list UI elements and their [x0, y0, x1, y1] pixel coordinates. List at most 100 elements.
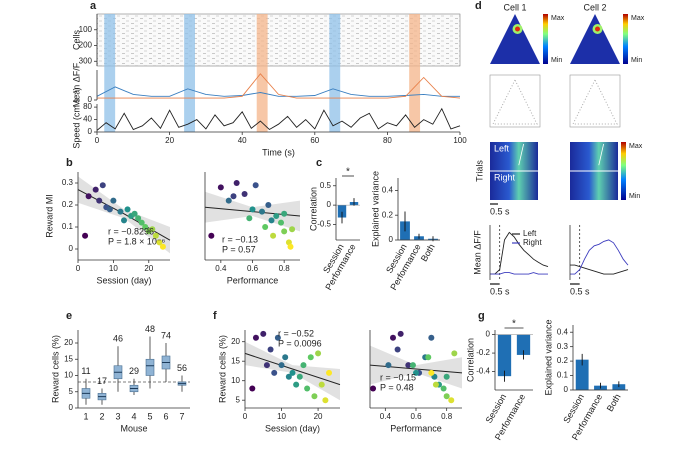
x-tick-label: 0.4 [380, 412, 392, 421]
point [135, 215, 142, 222]
y-tick-label: 0 [69, 244, 74, 253]
x-tick-label: 7 [179, 411, 184, 421]
point [149, 226, 156, 233]
count-label: 56 [177, 363, 187, 373]
series-line [490, 272, 548, 275]
y-tick-label: 0.2 [62, 200, 74, 209]
point [278, 219, 284, 226]
x-tick-label: 20 [144, 264, 153, 273]
y-axis-label: Mean ΔF/F [472, 230, 482, 275]
series-line [96, 86, 460, 97]
point [285, 373, 292, 380]
x-tick-label: 1 [83, 411, 88, 421]
point [300, 362, 307, 369]
point [259, 208, 265, 215]
row-label: Right [494, 172, 516, 182]
point [82, 232, 89, 239]
y-axis-label: Correlation [465, 338, 475, 382]
trajectory-boxes [489, 74, 621, 128]
scale-bar-label: 0.5 s [490, 286, 510, 296]
point [440, 385, 447, 392]
colorbar-label: Min [629, 193, 640, 200]
point [307, 354, 314, 361]
y-tick-label: 0.4 [382, 186, 394, 195]
colorbar-label: Max [551, 15, 565, 22]
y-axis-label: Cells [71, 30, 81, 51]
point [106, 206, 113, 213]
y-tick-label: 0 [486, 330, 491, 339]
point [397, 330, 404, 337]
x-tick-label: 0 [243, 412, 248, 421]
x-tick-label: 100 [453, 136, 467, 145]
point [233, 180, 240, 186]
y-tick-label: 0.1 [557, 371, 569, 380]
shaded-region [104, 14, 116, 132]
count-label: 11 [81, 366, 90, 376]
point [322, 397, 329, 404]
panel-letter: e [66, 310, 72, 322]
y-tick-label: 0.3 [62, 178, 74, 187]
colorbar [543, 14, 548, 64]
point [304, 385, 311, 392]
shaded-region [256, 14, 268, 132]
x-axis-label: Session (day) [96, 275, 151, 285]
point [252, 334, 259, 341]
point [273, 213, 280, 219]
y-axis-label: Explained variance [370, 171, 380, 247]
point [249, 206, 256, 213]
series-line [490, 231, 549, 275]
annotation: P = 1.8 × 10⁻⁶ [108, 236, 166, 246]
point [138, 219, 145, 226]
shaded-region [409, 14, 421, 132]
series-line [97, 73, 461, 99]
point [318, 381, 325, 388]
point [96, 197, 103, 204]
trajectory-frame [569, 74, 621, 128]
y-tick-label: 10 [231, 376, 240, 385]
point [394, 346, 401, 353]
x-axis-label: Session (day) [265, 423, 320, 433]
point [159, 243, 166, 250]
significance: * [346, 167, 350, 178]
colorbar-label: Min [551, 57, 562, 64]
x-tick-label: 4 [131, 411, 136, 421]
point [289, 226, 296, 233]
point [425, 354, 432, 361]
count-label: 74 [161, 330, 171, 340]
place-field [515, 26, 520, 32]
x-tick-label: 2 [99, 411, 104, 421]
count-label: 17 [97, 376, 107, 386]
point [262, 224, 269, 230]
x-axis-label: Performance [390, 423, 442, 433]
chart-title: Cell 1 [503, 2, 526, 12]
point [443, 393, 450, 400]
y-tick-label: -0.5 [317, 220, 331, 229]
legend-label: Left [523, 229, 537, 238]
x-tick-label: 60 [310, 136, 319, 145]
point [315, 350, 322, 357]
confidence-band [78, 176, 170, 254]
annotation: r = −0.15 [380, 372, 416, 382]
point [241, 191, 248, 197]
annotation: P = 0.57 [222, 244, 256, 254]
x-tick-label: 40 [238, 136, 247, 145]
point [271, 369, 278, 376]
annotation: r = −0.52 [278, 328, 314, 338]
point [413, 369, 419, 376]
panel-letter: d [475, 0, 482, 12]
point [268, 217, 275, 224]
x-axis-label: Time (s) [262, 147, 295, 157]
y-tick-label: -0.2 [476, 348, 490, 357]
trace [598, 143, 604, 166]
y-tick-label: 0.4 [557, 327, 569, 336]
y-tick-label: 5 [69, 387, 74, 396]
y-axis-label: Trials [474, 160, 484, 182]
y-tick-label: 5 [236, 395, 241, 404]
point [265, 202, 272, 208]
point [390, 334, 396, 341]
point [278, 362, 285, 369]
point [432, 381, 439, 388]
point [156, 239, 163, 246]
y-tick-label: 0 [88, 127, 93, 136]
